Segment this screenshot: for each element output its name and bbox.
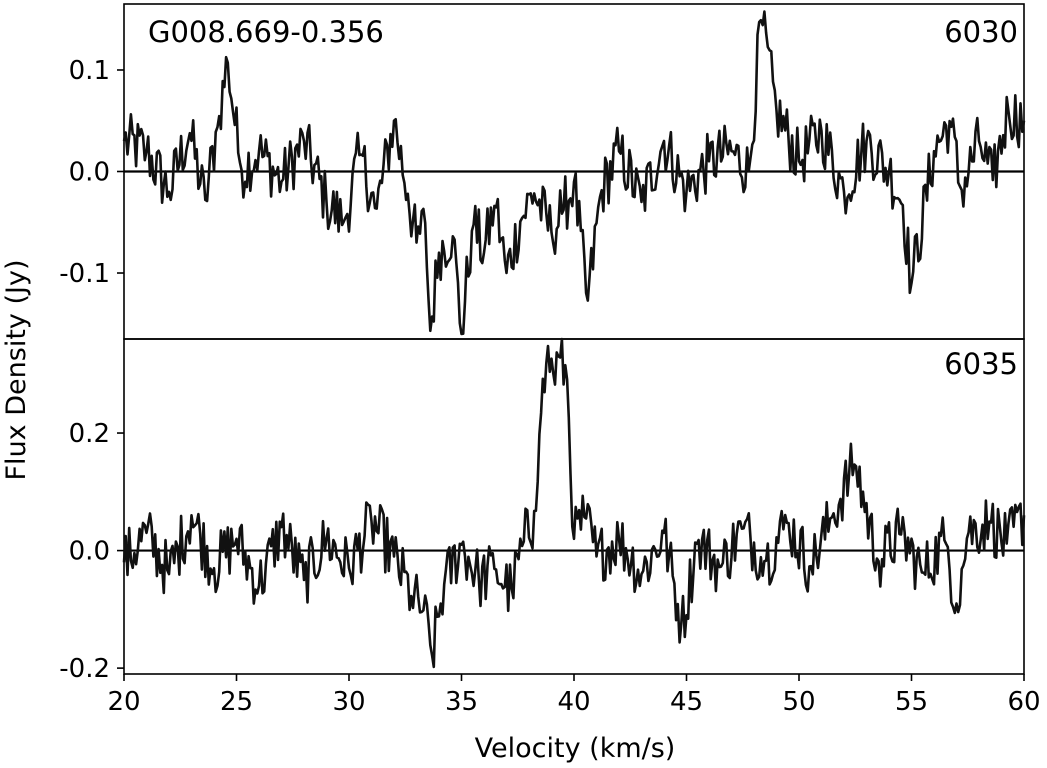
panel-6030: G008.669-0.356 6030 0.1 0.0 -0.1 — [59, 3, 1026, 340]
spectrum-line — [122, 10, 1026, 336]
y-tick-label: -0.1 — [59, 259, 110, 289]
y-tick-label: 0.0 — [69, 158, 110, 188]
y-tick-label: -0.2 — [59, 654, 110, 684]
x-tick-label: 35 — [445, 687, 478, 717]
x-tick-label: 30 — [332, 687, 365, 717]
x-tick-label: 60 — [1007, 687, 1040, 717]
panel-label-6035: 6035 — [944, 347, 1018, 381]
x-axis-label: Velocity (km/s) — [475, 733, 676, 764]
x-tick-label: 55 — [895, 687, 928, 717]
y-tick-label: 0.1 — [69, 56, 110, 86]
x-tick-label: 20 — [107, 687, 140, 717]
x-tick-label: 40 — [557, 687, 590, 717]
panel-source-label: G008.669-0.356 — [148, 15, 384, 49]
y-tick-label: 0.2 — [69, 419, 110, 449]
x-tick-label: 25 — [220, 687, 253, 717]
panel-6035: 6035 0.2 0.0 -0.220 25 30 35 40 45 50 55 60 — [59, 337, 1041, 717]
panel-label-6030: 6030 — [944, 15, 1018, 49]
plot-frame — [123, 338, 1025, 675]
y-axis-label: Flux Density (Jy) — [1, 260, 32, 481]
spectrum-line — [122, 337, 1026, 669]
y-tick-label: 0.0 — [69, 537, 110, 567]
x-tick-label: 50 — [782, 687, 815, 717]
x-tick-label: 45 — [670, 687, 703, 717]
